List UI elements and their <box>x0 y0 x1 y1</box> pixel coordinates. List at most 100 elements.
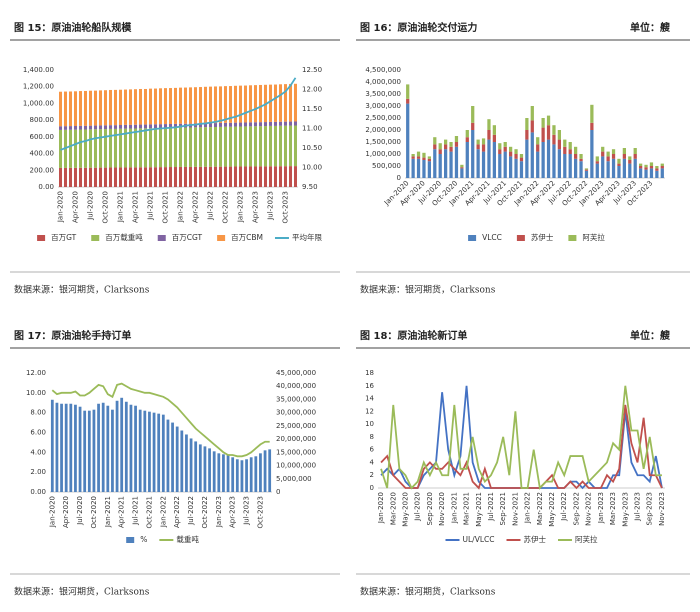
bar <box>119 128 122 168</box>
x-tick-label: May-2022 <box>548 492 556 527</box>
bar <box>94 125 97 130</box>
bar <box>660 163 664 166</box>
bar <box>154 128 157 168</box>
bar <box>109 89 112 126</box>
bar <box>189 166 192 187</box>
bar <box>284 125 287 167</box>
bar <box>294 83 297 122</box>
bar <box>574 146 578 154</box>
bar <box>449 151 453 178</box>
bar <box>411 154 415 157</box>
x-tick-label: Oct-2022 <box>222 191 230 223</box>
bar <box>546 125 551 140</box>
bar <box>557 139 561 150</box>
bar <box>119 124 122 129</box>
bar <box>134 405 137 492</box>
bar <box>154 88 157 125</box>
x-tick-label: Mar-2020 <box>389 492 397 525</box>
bar <box>492 125 496 135</box>
legend-label: 阿芙拉 <box>575 534 598 544</box>
bar <box>171 422 174 492</box>
bar <box>222 454 225 492</box>
bar <box>184 127 187 167</box>
x-tick-label: Nov-2023 <box>658 492 666 526</box>
bar <box>214 86 217 124</box>
bar <box>164 127 167 168</box>
bar <box>471 130 475 178</box>
bar <box>460 168 464 178</box>
bar <box>89 167 92 187</box>
legend-label: 载重吨 <box>176 534 199 544</box>
bar <box>579 158 583 162</box>
legend-label: 百万GT <box>51 233 77 242</box>
bar <box>198 444 202 492</box>
bar <box>552 144 556 178</box>
bar <box>487 130 491 140</box>
tick-label: 45,000,000 <box>276 369 316 377</box>
tick-label: 12.00 <box>26 369 46 377</box>
bar <box>234 126 237 167</box>
bar <box>406 98 410 104</box>
x-tick-label: Sep-2020 <box>426 492 434 526</box>
bar <box>224 126 227 167</box>
bar <box>78 406 82 492</box>
bar <box>574 158 578 178</box>
bar <box>525 118 529 130</box>
tick-label: 2,500,000 <box>365 114 401 122</box>
bar <box>254 85 257 123</box>
bar <box>433 137 437 145</box>
bar <box>279 84 282 122</box>
x-tick-label: Jul-2021 <box>487 492 495 522</box>
tick-label: 12.00 <box>302 86 322 94</box>
bar <box>644 167 648 170</box>
bar <box>617 166 621 178</box>
bar <box>487 119 491 130</box>
x-tick-label: Oct-2021 <box>162 191 170 223</box>
tick-label: 0 <box>397 174 401 182</box>
tick-label: 18 <box>365 369 374 377</box>
tick-label: 11.50 <box>302 105 322 113</box>
bar <box>164 88 167 125</box>
series-line <box>51 382 270 458</box>
x-tick-label: Jul-2022 <box>560 492 568 522</box>
x-tick-label: Oct-2022 <box>201 496 209 528</box>
bar <box>184 87 187 124</box>
legend-swatch <box>568 235 577 241</box>
bar <box>254 166 257 187</box>
bar <box>194 441 198 492</box>
bar <box>568 149 572 154</box>
bar <box>514 149 518 154</box>
bar <box>174 123 177 128</box>
bar <box>99 167 102 187</box>
bar <box>557 130 561 140</box>
bar <box>189 127 192 167</box>
bar <box>179 166 182 187</box>
tick-label: 200.00 <box>30 166 55 174</box>
x-tick-label: Sep-2022 <box>572 492 580 526</box>
bar <box>199 87 202 124</box>
tick-label: 1,400.00 <box>23 66 54 74</box>
x-tick-label: Jul-2023 <box>634 492 642 522</box>
bar <box>546 139 551 178</box>
bar <box>134 89 137 125</box>
x-tick-label: Jan-2020 <box>377 492 385 524</box>
x-tick-label: Oct-2020 <box>90 496 98 528</box>
tick-label: 600.00 <box>30 133 55 141</box>
bar <box>199 166 202 187</box>
bar <box>143 410 147 492</box>
bar <box>149 88 152 125</box>
bar <box>129 404 133 492</box>
bar <box>219 126 222 167</box>
bar <box>189 87 192 124</box>
bar <box>444 139 448 145</box>
tick-label: 4,000,000 <box>365 78 401 86</box>
x-tick-label: Jul-2022 <box>207 191 215 221</box>
bar <box>159 127 162 168</box>
legend-label: 百万载重吨 <box>105 232 143 242</box>
bar <box>119 167 122 187</box>
x-tick-label: May-2021 <box>475 492 483 527</box>
tick-label: 2,000,000 <box>365 126 401 134</box>
bar <box>406 103 410 178</box>
bar <box>212 451 216 492</box>
bar <box>590 122 594 130</box>
